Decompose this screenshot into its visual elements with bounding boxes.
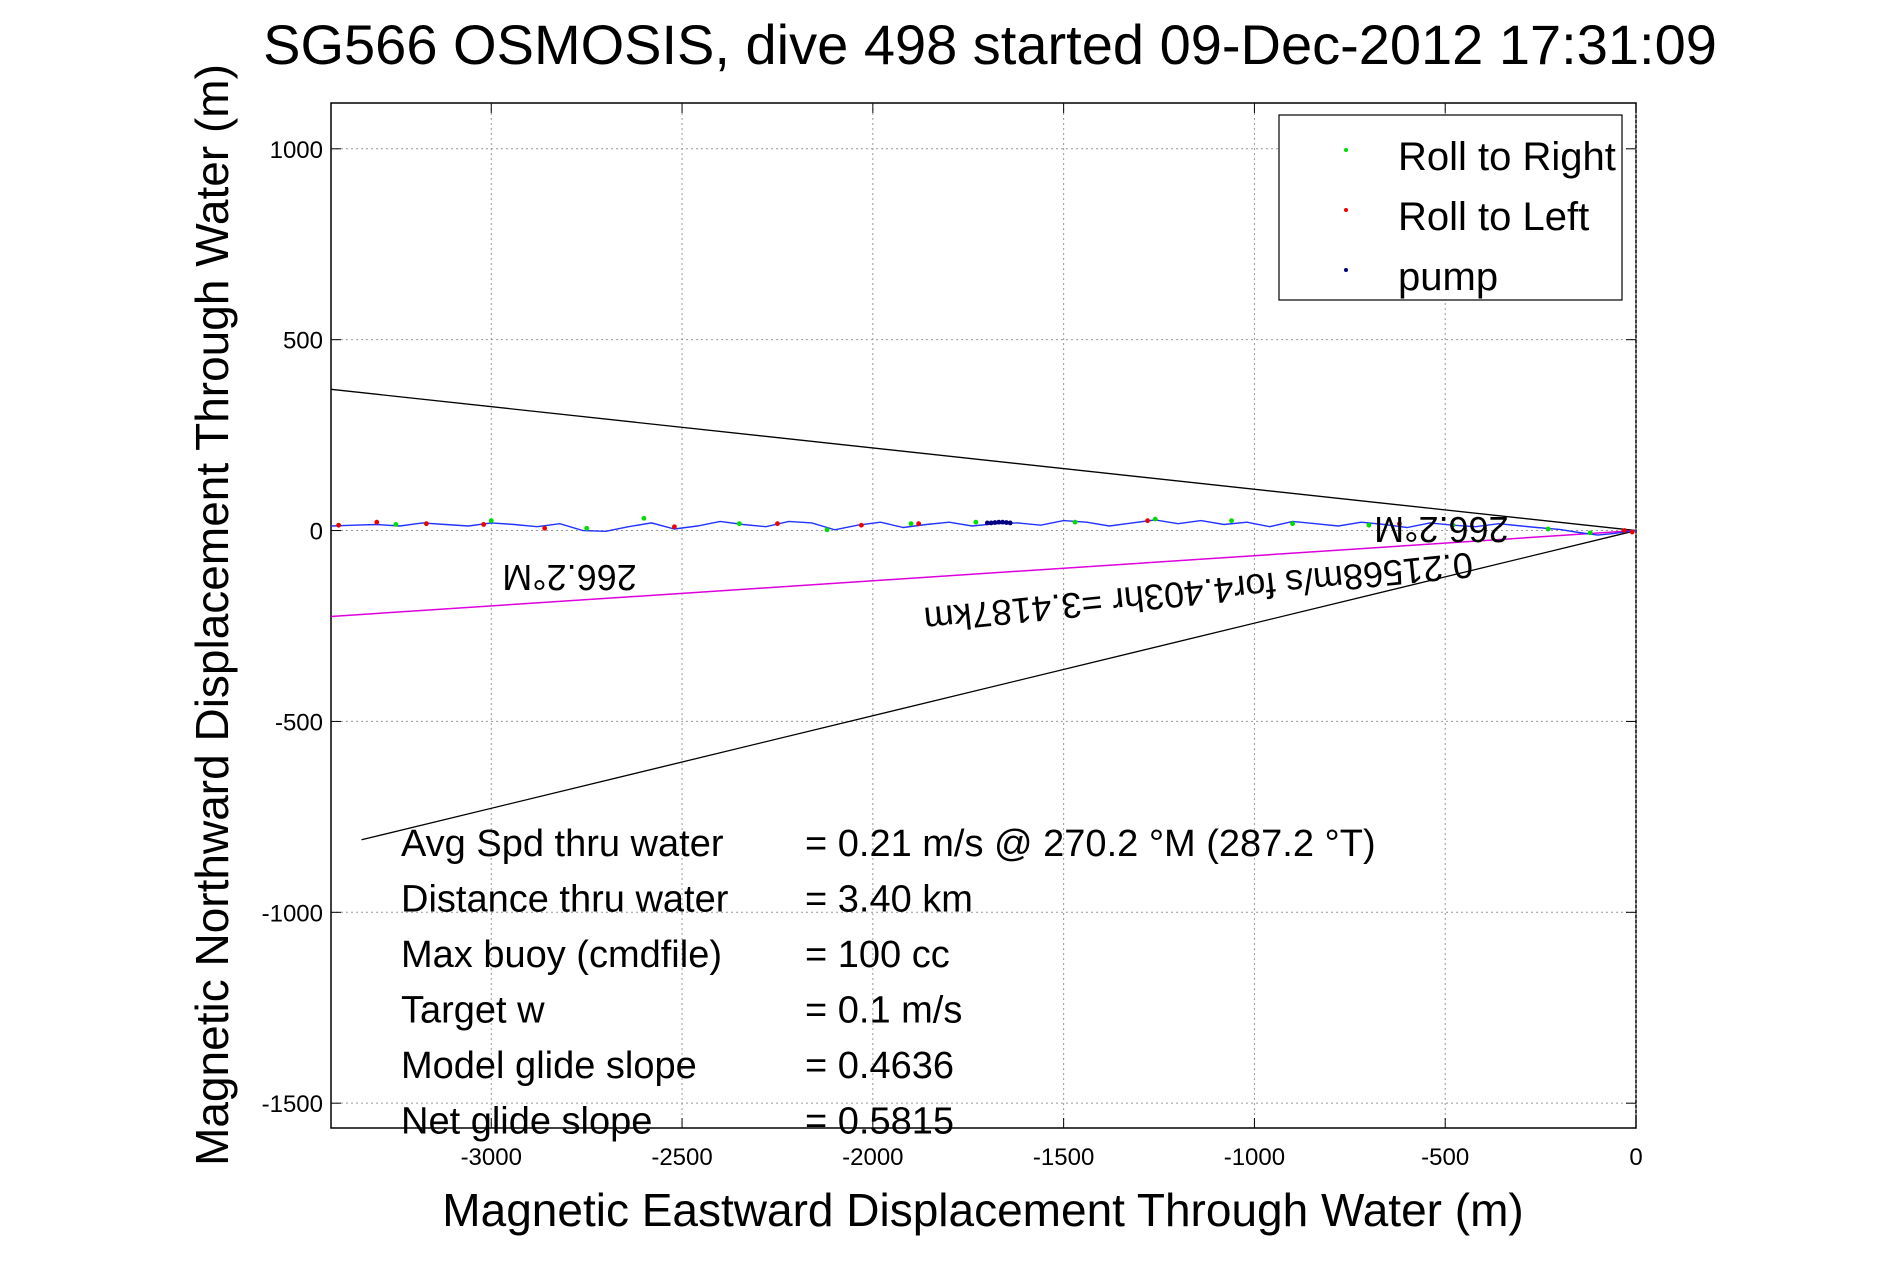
x-tick-label: -500: [1421, 1144, 1469, 1171]
x-tick-label: -1000: [1224, 1144, 1285, 1171]
stat-value: = 100 cc: [805, 934, 950, 976]
roll-right-point: [1587, 530, 1593, 536]
roll-right-point: [1229, 518, 1234, 524]
stat-label: Max buoy (cmdfile): [401, 934, 722, 976]
roll-right-point: [1290, 521, 1295, 527]
heading-line: [361, 529, 1637, 841]
roll-right-point: [824, 527, 830, 533]
stat-label: Avg Spd thru water: [401, 823, 724, 865]
x-tick-label: 0: [1629, 1144, 1642, 1171]
roll-left-point: [858, 522, 864, 528]
y-tick-label: -1000: [262, 900, 323, 927]
roll-right-point: [393, 522, 399, 527]
y-axis-label: Magnetic Northward Displacement Through …: [186, 64, 238, 1166]
y-tick-label: 1000: [270, 137, 323, 164]
heading-line: [330, 388, 1637, 532]
stat-value: = 0.21 m/s @ 270.2 °M (287.2 °T): [805, 823, 1376, 865]
heading-annotation: 266.2°M: [1374, 509, 1508, 550]
x-tick-label: -2500: [651, 1144, 712, 1171]
stat-value: = 0.1 m/s: [805, 990, 962, 1032]
roll-right-point: [584, 525, 590, 531]
y-tick-label: -500: [275, 709, 323, 736]
roll-right-point: [1072, 519, 1078, 525]
roll-left-point: [1629, 529, 1635, 535]
pump-point: [996, 519, 1002, 525]
pump-point: [984, 520, 990, 526]
stats-block: Avg Spd thru water = 0.21 m/s @ 270.2 °M …: [401, 823, 1376, 1143]
pump-point: [1007, 520, 1013, 526]
legend-label: Roll to Right: [1398, 135, 1616, 179]
stat-value: = 3.40 km: [805, 879, 973, 921]
legend-box: [1278, 114, 1623, 301]
pump-point: [992, 520, 998, 525]
stat-value: = 0.5815: [805, 1101, 954, 1143]
chart-title: SG566 OSMOSIS, dive 498 started 09-Dec-2…: [263, 13, 1717, 76]
roll-right-point: [1545, 526, 1551, 532]
legend-label: pump: [1398, 255, 1498, 299]
guide-lines: [330, 388, 1637, 841]
stat-value: = 0.4636: [805, 1045, 954, 1087]
stat-label: Net glide slope: [401, 1101, 652, 1143]
y-tick-label: 0: [310, 519, 323, 546]
roll-right-point: [1152, 516, 1158, 522]
roll-right-point: [908, 521, 914, 527]
roll-left-point: [542, 525, 548, 531]
legend-marker: [1344, 208, 1348, 212]
roll-left-point: [1145, 518, 1150, 524]
roll-left-point: [1397, 521, 1402, 527]
legend-marker: [1344, 268, 1348, 272]
x-tick-label: -1500: [1033, 1144, 1094, 1171]
roll-right-point: [736, 521, 742, 527]
roll-right-point: [973, 519, 979, 525]
roll-left-point: [423, 521, 429, 527]
roll-left-point: [775, 521, 780, 527]
heading-annotation: 266.2°M: [502, 557, 636, 598]
legend-marker: [1344, 148, 1348, 152]
roll-right-point: [1450, 522, 1456, 528]
pump-point: [1000, 519, 1005, 525]
roll-right-point: [488, 518, 494, 524]
stat-label: Model glide slope: [401, 1045, 697, 1087]
y-tick-label: -1500: [262, 1091, 323, 1118]
point-layer: [336, 515, 1635, 536]
roll-right-point: [641, 515, 647, 521]
roll-left-point: [481, 522, 487, 527]
pump-point: [1003, 520, 1009, 525]
average-track-line: [330, 529, 1637, 618]
y-tick-label: 500: [283, 328, 323, 355]
x-axis-label: Magnetic Eastward Displacement Through W…: [442, 1184, 1523, 1236]
roll-left-point: [1622, 528, 1627, 533]
roll-left-point: [336, 522, 342, 528]
pump-point: [988, 520, 994, 526]
stat-label: Target w: [401, 990, 545, 1032]
x-tick-label: -2000: [842, 1144, 903, 1171]
legend: Roll to Right Roll to Left pump: [1278, 114, 1623, 301]
x-tick-label: -3000: [461, 1144, 522, 1171]
roll-left-point: [374, 519, 380, 525]
legend-label: Roll to Left: [1398, 195, 1589, 239]
roll-left-point: [916, 521, 922, 527]
roll-left-point: [672, 524, 677, 530]
axis-ticks: -3000 -2500 -2000 -1500 -1000 -500 0 1000 500 0 -5…: [262, 103, 1643, 1171]
stat-label: Distance thru water: [401, 879, 729, 921]
roll-right-point: [1366, 522, 1372, 528]
